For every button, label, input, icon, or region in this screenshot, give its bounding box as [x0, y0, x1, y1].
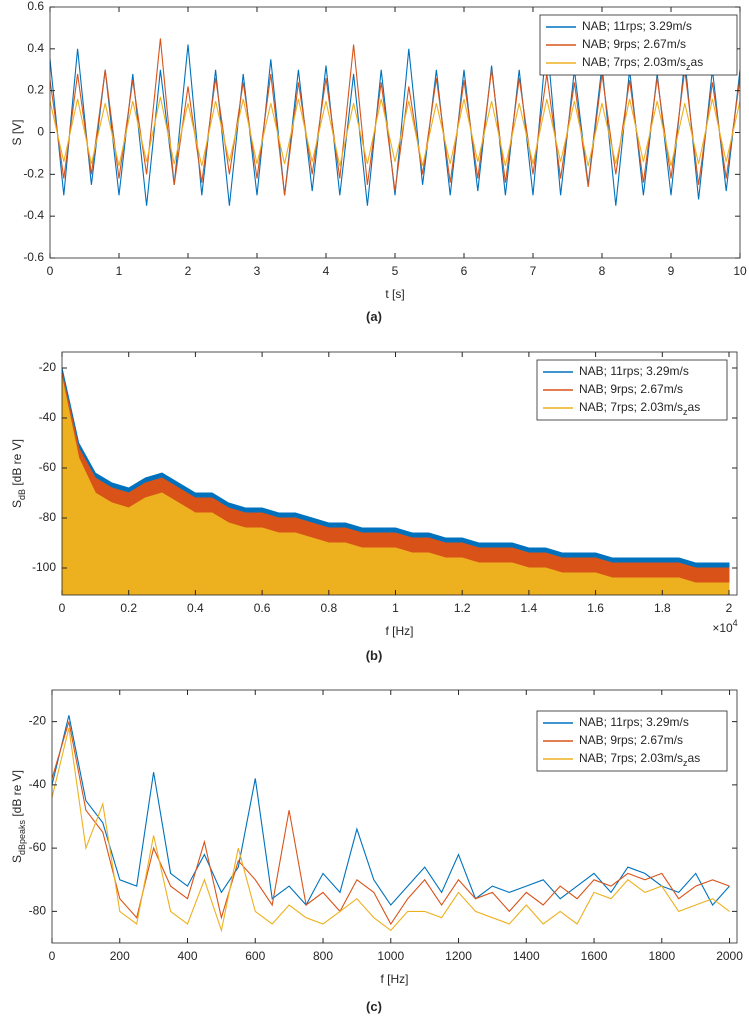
x-tick-label: 0: [49, 949, 56, 963]
x-tick-label: 600: [245, 949, 265, 963]
x-axis-exponent: ×104: [712, 618, 737, 635]
y-axis-label: SdB [dB re V]: [10, 439, 27, 508]
x-tick-label: 5: [392, 264, 399, 278]
x-tick-label: 1.2: [454, 601, 471, 615]
series-line: [52, 721, 730, 926]
x-tick-label: 1200: [445, 949, 472, 963]
legend-label: NAB; 9rps; 2.67m/s: [579, 382, 683, 396]
legend-label: NAB; 7rps; 2.03m/szas: [579, 400, 700, 417]
x-tick-label: 1600: [581, 949, 608, 963]
series-line: [50, 96, 740, 167]
legend-label: NAB; 7rps; 2.03m/szas: [582, 55, 703, 72]
legend-label: NAB; 7rps; 2.03m/szas: [579, 751, 700, 768]
x-tick-label: 6: [461, 264, 468, 278]
y-tick-label: 0: [37, 125, 44, 139]
x-tick-label: 4: [323, 264, 330, 278]
x-tick-label: 1400: [513, 949, 540, 963]
x-tick-label: 1.4: [521, 601, 538, 615]
x-tick-label: 9: [668, 264, 675, 278]
caption: (c): [366, 999, 382, 1014]
series-line: [50, 38, 740, 196]
legend-label: NAB; 11rps; 3.29m/s: [582, 19, 692, 33]
y-tick-label: 0.4: [27, 41, 44, 55]
legend-label: NAB; 11rps; 3.29m/s: [579, 364, 689, 378]
y-tick-label: 0.6: [27, 0, 44, 13]
series-group: [62, 367, 730, 595]
x-axis-label: t [s]: [385, 287, 404, 301]
y-tick-label: -40: [29, 777, 47, 791]
caption: (a): [366, 309, 382, 324]
axes-frame: [61, 351, 738, 596]
x-tick-label: 7: [530, 264, 537, 278]
y-tick-label: -0.6: [23, 250, 44, 264]
legend-label: NAB; 11rps; 3.29m/s: [579, 715, 689, 729]
y-tick-label: -0.2: [23, 167, 44, 181]
x-tick-label: 1800: [648, 949, 675, 963]
caption: (b): [366, 648, 383, 663]
x-tick-label: 2: [726, 601, 733, 615]
x-axis-label: f [Hz]: [385, 624, 413, 638]
axes-frame: [51, 689, 738, 944]
x-tick-label: 1.6: [587, 601, 604, 615]
x-tick-label: 10: [733, 264, 747, 278]
x-tick-label: 1000: [377, 949, 404, 963]
legend-label: NAB; 9rps; 2.67m/s: [582, 37, 686, 51]
series-line: [52, 727, 730, 933]
series-group: [52, 715, 730, 933]
y-axis-label: SdBpeaks [dB re V]: [10, 770, 27, 863]
x-tick-label: 0.8: [320, 601, 337, 615]
y-tick-label: -60: [39, 460, 57, 474]
x-tick-label: 1: [116, 264, 123, 278]
x-tick-label: 0.2: [120, 601, 137, 615]
y-tick-label: -100: [32, 560, 56, 574]
y-tick-label: -20: [29, 714, 47, 728]
x-tick-label: 400: [177, 949, 197, 963]
x-tick-label: 3: [254, 264, 261, 278]
y-tick-label: -60: [29, 840, 47, 854]
y-tick-label: -80: [39, 510, 57, 524]
x-tick-label: 2000: [716, 949, 743, 963]
x-tick-label: 1: [392, 601, 399, 615]
x-tick-label: 0: [59, 601, 66, 615]
y-tick-label: 0.2: [27, 83, 44, 97]
x-tick-label: 8: [599, 264, 606, 278]
x-tick-label: 0.6: [254, 601, 271, 615]
x-tick-label: 0: [47, 264, 54, 278]
legend-label: NAB; 9rps; 2.67m/s: [579, 733, 683, 747]
y-tick-label: -0.4: [23, 208, 44, 222]
x-tick-label: 200: [110, 949, 130, 963]
y-tick-label: -40: [39, 410, 57, 424]
x-axis-label: f [Hz]: [380, 972, 408, 986]
x-tick-label: 2: [185, 264, 192, 278]
y-tick-label: -80: [29, 904, 47, 918]
x-tick-label: 0.4: [187, 601, 204, 615]
series-group: [50, 38, 740, 206]
y-tick-label: -20: [39, 360, 57, 374]
x-tick-label: 1.8: [654, 601, 671, 615]
y-axis-label: S [V]: [10, 119, 24, 145]
x-tick-label: 800: [313, 949, 333, 963]
series-line: [52, 715, 730, 906]
series-area: [62, 377, 730, 595]
